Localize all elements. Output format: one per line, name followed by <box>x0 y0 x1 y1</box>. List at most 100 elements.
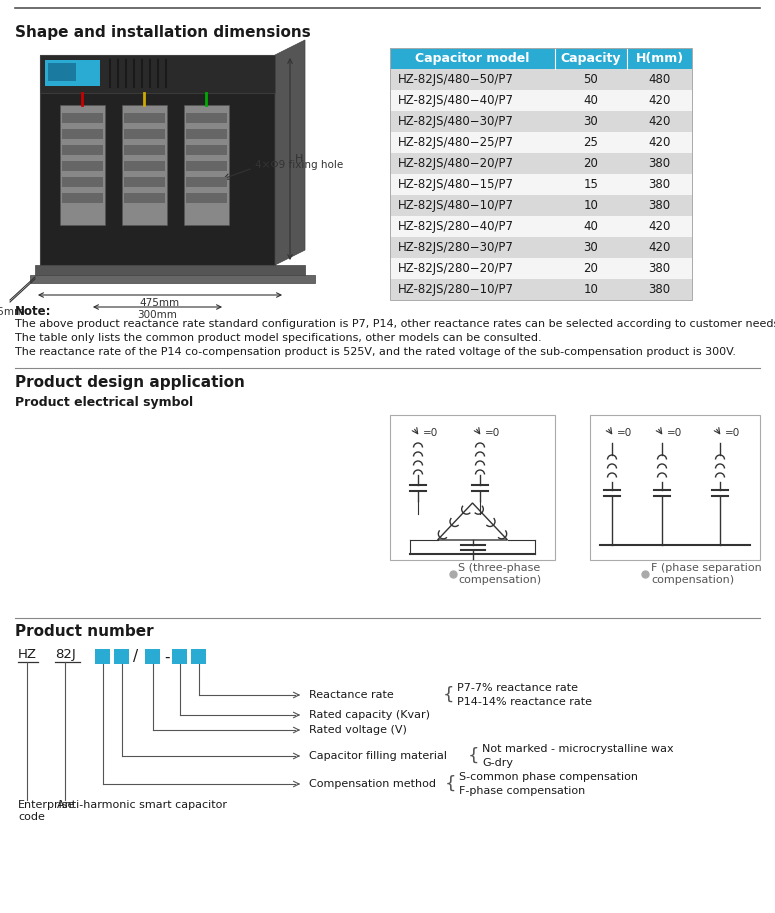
Bar <box>62 113 103 123</box>
Bar <box>184 105 229 225</box>
Bar <box>186 177 227 187</box>
Bar <box>48 63 76 81</box>
Text: 420: 420 <box>649 220 670 233</box>
Bar <box>390 279 692 300</box>
Text: {: { <box>443 686 454 704</box>
Text: Compensation method: Compensation method <box>309 779 436 789</box>
Bar <box>40 55 275 265</box>
Text: =0: =0 <box>667 428 682 438</box>
Text: The table only lists the common product model specifications, other models can b: The table only lists the common product … <box>15 333 542 343</box>
Text: 25: 25 <box>584 136 598 149</box>
Bar <box>191 649 206 664</box>
Bar <box>124 113 165 123</box>
Bar <box>35 265 305 277</box>
Text: 380: 380 <box>649 262 670 275</box>
Text: HZ-82JS/280−40/P7: HZ-82JS/280−40/P7 <box>398 220 514 233</box>
Bar <box>186 129 227 139</box>
Text: =0: =0 <box>485 428 500 438</box>
Text: The reactance rate of the P14 co-compensation product is 525V, and the rated vol: The reactance rate of the P14 co-compens… <box>15 347 736 357</box>
Text: HZ-82JS/280−10/P7: HZ-82JS/280−10/P7 <box>398 283 514 296</box>
Bar <box>62 145 103 155</box>
Bar <box>390 195 692 216</box>
Text: S-common phase compensation: S-common phase compensation <box>459 772 638 782</box>
Text: Product electrical symbol: Product electrical symbol <box>15 396 193 409</box>
Bar <box>390 415 555 560</box>
Text: Capacity: Capacity <box>561 52 622 65</box>
Text: 420: 420 <box>649 115 670 128</box>
Text: HZ-82JS/480−10/P7: HZ-82JS/480−10/P7 <box>398 199 514 212</box>
Text: 380: 380 <box>649 199 670 212</box>
Text: 40: 40 <box>584 220 598 233</box>
Bar <box>114 649 129 664</box>
Text: Rated voltage (V): Rated voltage (V) <box>309 725 407 735</box>
Text: P14-14% reactance rate: P14-14% reactance rate <box>457 697 592 707</box>
Bar <box>124 193 165 203</box>
Text: 380: 380 <box>649 157 670 170</box>
Bar <box>124 177 165 187</box>
Text: 10: 10 <box>584 283 598 296</box>
Text: H: H <box>295 154 303 164</box>
Text: 10: 10 <box>584 199 598 212</box>
Text: HZ-82JS/480−50/P7: HZ-82JS/480−50/P7 <box>398 73 514 86</box>
Text: 20: 20 <box>584 262 598 275</box>
Text: 50: 50 <box>584 73 598 86</box>
Text: Capacitor model: Capacitor model <box>415 52 529 65</box>
Bar <box>95 649 110 664</box>
Text: Enterprise: Enterprise <box>18 800 75 810</box>
Bar <box>390 111 692 132</box>
Text: HZ-82JS/480−30/P7: HZ-82JS/480−30/P7 <box>398 115 514 128</box>
Text: F (phase separation
compensation): F (phase separation compensation) <box>651 563 762 585</box>
Text: 30: 30 <box>584 115 598 128</box>
Text: 300mm: 300mm <box>137 310 177 320</box>
Bar <box>124 145 165 155</box>
Bar <box>45 60 100 86</box>
Text: 480: 480 <box>649 73 670 86</box>
Text: HZ-82JS/280−20/P7: HZ-82JS/280−20/P7 <box>398 262 514 275</box>
Text: Anti-harmonic smart capacitor: Anti-harmonic smart capacitor <box>57 800 227 810</box>
Bar <box>124 129 165 139</box>
Text: 380: 380 <box>649 178 670 191</box>
Text: Not marked - microcrystalline wax: Not marked - microcrystalline wax <box>482 744 673 754</box>
Text: G-dry: G-dry <box>482 758 513 768</box>
Bar <box>390 48 692 300</box>
Text: {: { <box>468 747 480 765</box>
Text: code: code <box>18 812 45 822</box>
Text: /: / <box>133 649 138 665</box>
Bar <box>390 153 692 174</box>
Text: Note:: Note: <box>15 305 51 318</box>
Text: Reactance rate: Reactance rate <box>309 690 394 700</box>
Bar <box>390 174 692 195</box>
Text: HZ-82JS/280−30/P7: HZ-82JS/280−30/P7 <box>398 241 514 254</box>
Text: {: { <box>445 775 456 793</box>
Bar <box>62 129 103 139</box>
Bar <box>590 415 760 560</box>
Text: =0: =0 <box>617 428 632 438</box>
Text: 15: 15 <box>584 178 598 191</box>
Text: 40: 40 <box>584 94 598 107</box>
Text: 20: 20 <box>584 157 598 170</box>
Bar <box>122 105 167 225</box>
Text: -: - <box>164 649 170 665</box>
Bar <box>186 145 227 155</box>
Text: HZ: HZ <box>18 648 37 661</box>
Text: HZ-82JS/480−15/P7: HZ-82JS/480−15/P7 <box>398 178 514 191</box>
Text: HZ-82JS/480−40/P7: HZ-82JS/480−40/P7 <box>398 94 514 107</box>
Bar <box>40 55 275 93</box>
Text: 420: 420 <box>649 136 670 149</box>
Bar <box>60 105 105 225</box>
Bar <box>186 161 227 171</box>
Text: Shape and installation dimensions: Shape and installation dimensions <box>15 25 311 40</box>
Text: HZ-82JS/480−20/P7: HZ-82JS/480−20/P7 <box>398 157 514 170</box>
Bar <box>186 113 227 123</box>
Bar <box>390 69 692 90</box>
Bar <box>390 132 692 153</box>
Bar <box>172 649 187 664</box>
Text: 4×Φ9 fixing hole: 4×Φ9 fixing hole <box>255 160 343 170</box>
Bar <box>62 177 103 187</box>
Text: HZ-82JS/480−25/P7: HZ-82JS/480−25/P7 <box>398 136 514 149</box>
Bar <box>390 237 692 258</box>
Text: P7-7% reactance rate: P7-7% reactance rate <box>457 683 578 693</box>
Text: F-phase compensation: F-phase compensation <box>459 786 585 796</box>
Text: Product design application: Product design application <box>15 375 245 390</box>
Bar <box>390 90 692 111</box>
